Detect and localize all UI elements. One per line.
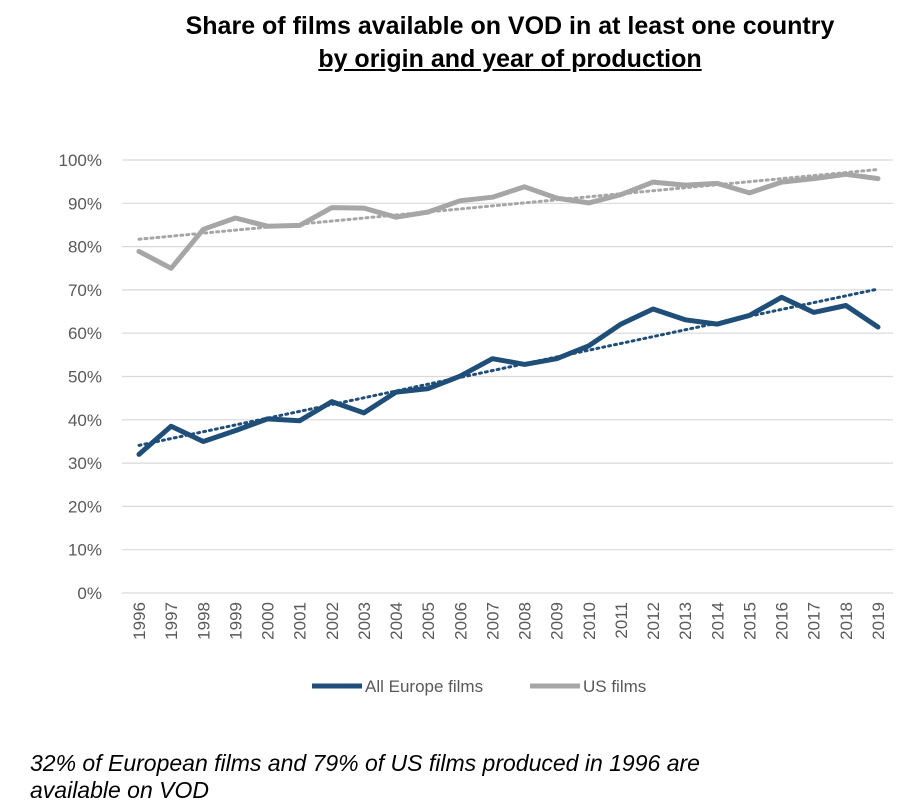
x-tick-label: 2004: [387, 602, 406, 640]
y-tick-label: 10%: [68, 541, 102, 560]
x-tick-label: 2015: [740, 602, 759, 640]
x-tick-label: 2002: [323, 602, 342, 640]
trendline: [137, 287, 880, 447]
x-tick-label: 2014: [708, 602, 727, 640]
y-tick-label: 30%: [68, 454, 102, 473]
x-tick-label: 2006: [451, 602, 470, 640]
legend-label: All Europe films: [365, 677, 483, 696]
y-tick-label: 70%: [68, 281, 102, 300]
x-tick-label: 2012: [644, 602, 663, 640]
y-tick-label: 100%: [59, 151, 102, 170]
y-tick-label: 40%: [68, 411, 102, 430]
x-tick-label: 1997: [162, 602, 181, 640]
footnote: 32% of European films and 79% of US film…: [30, 750, 700, 803]
line-chart: 0%10%20%30%40%50%60%70%80%90%100% 1996 19…: [59, 151, 893, 696]
y-tick-label: 20%: [68, 497, 102, 516]
x-axis-ticks: 1996 1997 1998 1999 2000 2001 2002 2003 2004 2005…: [130, 602, 888, 640]
x-tick-label: 2007: [483, 602, 502, 640]
x-tick-label: 2017: [805, 602, 824, 640]
x-tick-label: 2003: [355, 602, 374, 640]
x-tick-label: 1996: [130, 602, 149, 640]
y-tick-label: 80%: [68, 238, 102, 257]
legend: All Europe films US films: [312, 677, 646, 696]
x-tick-label: 2010: [580, 602, 599, 640]
legend-label: US films: [583, 677, 646, 696]
y-tick-label: 60%: [68, 324, 102, 343]
y-axis-ticks: 0% 10% 20% 30% 40% 50% 60% 70% 80% 90% 100%: [59, 151, 102, 603]
x-tick-label: 2005: [419, 602, 438, 640]
chart-subtitle: by origin and year of production: [318, 45, 702, 73]
x-tick-label: 2019: [869, 602, 888, 640]
x-tick-label: 2008: [516, 602, 535, 640]
x-tick-label: 2018: [837, 602, 856, 640]
x-tick-label: 2013: [676, 602, 695, 640]
trendline: [137, 168, 880, 241]
gridlines: [122, 159, 893, 594]
x-tick-label: 2001: [291, 602, 310, 640]
y-tick-label: 90%: [68, 194, 102, 213]
series-line: [136, 171, 881, 271]
x-tick-label: 2000: [259, 602, 278, 640]
x-tick-label: 2016: [773, 602, 792, 640]
y-tick-label: 0%: [77, 584, 102, 603]
series-lines: [136, 171, 881, 457]
chart-title-block: Share of films available on VOD in at le…: [0, 10, 920, 76]
x-tick-label: 1998: [194, 602, 213, 640]
x-tick-label: 2009: [548, 602, 567, 640]
x-tick-label: 1999: [226, 602, 245, 640]
chart-title: Share of films available on VOD in at le…: [185, 12, 835, 40]
x-tick-label: 2011: [612, 602, 631, 639]
series-line: [136, 294, 881, 457]
y-tick-label: 50%: [68, 368, 102, 387]
